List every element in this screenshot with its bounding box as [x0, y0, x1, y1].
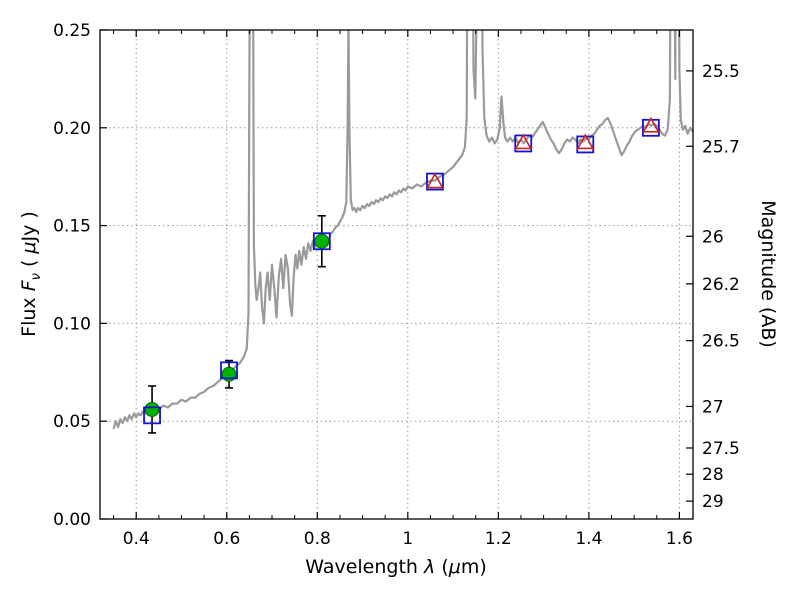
- y-left-tick-label: 0.10: [53, 314, 91, 334]
- band-square: [143, 406, 161, 425]
- y-right-tick-label: 25.5: [702, 62, 740, 82]
- x-tick-label: 0.6: [213, 529, 240, 549]
- band-square: [312, 232, 331, 251]
- y-right-tick-label: 29: [702, 492, 724, 512]
- model-triangle: [514, 133, 533, 150]
- model-triangle: [642, 116, 660, 133]
- x-label-lambda-symbol: λ: [424, 556, 436, 578]
- y-right-tick-label: 27: [702, 397, 724, 417]
- y-left-tick-label: 0.20: [53, 119, 91, 139]
- y-left-f-symbol: F: [18, 280, 41, 292]
- x-label-word: Wavelength: [305, 556, 418, 578]
- y-right-tick-label: 28: [702, 465, 724, 485]
- y-axis-label-left: Flux Fν ( μJy ): [18, 211, 44, 337]
- observed-point: [144, 401, 160, 417]
- model-triangle: [426, 172, 444, 189]
- plot-border: [99, 29, 694, 520]
- x-label-mu-symbol: μ: [448, 556, 461, 578]
- observed-point: [314, 233, 330, 249]
- band-square: [220, 361, 238, 380]
- y-left-word: Flux: [18, 297, 41, 337]
- y-left-units-close: Jy ): [18, 211, 41, 242]
- x-tick-label: 1: [402, 529, 413, 549]
- y-right-tick-label: 26.2: [702, 275, 740, 295]
- model-spectrum-line: [112, 30, 693, 430]
- y-left-units-open: (: [18, 253, 41, 268]
- y-right-tick-label: 27.5: [702, 439, 740, 459]
- y-left-mu-symbol: μ: [18, 241, 41, 254]
- x-label-units-close: m): [460, 556, 487, 578]
- y-left-nu-symbol: ν: [28, 273, 44, 281]
- y-right-tick-label: 26.5: [702, 332, 740, 352]
- x-tick-label: 1.4: [575, 529, 602, 549]
- y-axis-label-right: Magnitude (AB): [757, 200, 779, 348]
- x-tick-label: 1.6: [666, 529, 693, 549]
- y-right-tick-label: 26: [702, 227, 724, 247]
- y-left-tick-label: 0.15: [53, 217, 91, 237]
- x-axis-label: Wavelength λ (μm): [305, 556, 487, 578]
- y-left-tick-label: 0.05: [53, 412, 91, 432]
- x-tick-label: 1.2: [485, 529, 512, 549]
- y-right-tick-label: 25.7: [702, 137, 740, 157]
- y-left-tick-label: 0.00: [53, 510, 91, 530]
- x-label-units-open: (: [441, 556, 449, 578]
- x-tick-label: 0.8: [304, 529, 331, 549]
- x-tick-label: 0.4: [123, 529, 150, 549]
- model-triangle: [576, 133, 595, 150]
- y-left-tick-label: 0.25: [53, 21, 91, 41]
